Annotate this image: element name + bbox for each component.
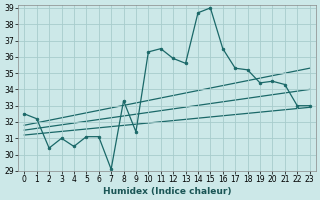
X-axis label: Humidex (Indice chaleur): Humidex (Indice chaleur) (103, 187, 231, 196)
